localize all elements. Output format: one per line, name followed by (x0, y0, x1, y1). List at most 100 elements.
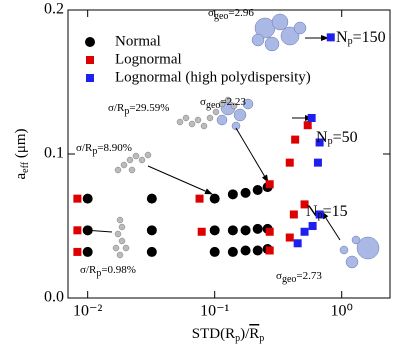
annotation: Np=150 (336, 29, 386, 48)
annotation-part: =2.96 (228, 7, 254, 19)
point (146, 246, 157, 257)
point (313, 158, 322, 167)
point (308, 222, 317, 230)
y-tick-label: 0.2 (44, 1, 64, 18)
point (293, 239, 302, 248)
point (291, 135, 300, 144)
point (265, 180, 274, 189)
point (82, 246, 93, 257)
legend-marker (85, 37, 95, 47)
annotation-part: σ (200, 96, 206, 108)
x-tick-label: 10⁻¹ (200, 303, 229, 320)
point (195, 194, 204, 203)
x-axis-label-part: STD(R (192, 326, 235, 342)
point (307, 114, 316, 122)
annotation-part: p (96, 268, 101, 279)
point (227, 189, 238, 200)
legend-label: Lognormal (115, 51, 182, 67)
y-axis-label-part: eff (20, 161, 31, 173)
y-axis-label-part: a (13, 173, 29, 180)
point (82, 225, 93, 236)
y-axis-label: aeff (μm) (13, 128, 31, 179)
point (265, 246, 274, 255)
annotation-part: =2.73 (296, 270, 322, 282)
y-tick-label: 0.1 (44, 145, 64, 162)
annotation-part: σ/R (108, 102, 125, 114)
point (73, 194, 82, 203)
point (303, 121, 312, 130)
annotation: Np=15 (306, 203, 348, 222)
annotation-part: σ (276, 270, 282, 282)
point (73, 226, 82, 235)
annotation-part: σ (208, 7, 214, 19)
x-tick-label: 10⁻² (73, 303, 102, 320)
legend-marker (86, 56, 94, 64)
point (300, 227, 309, 236)
legend-marker (86, 74, 94, 82)
point (209, 246, 220, 257)
point (209, 225, 220, 236)
point (209, 193, 220, 204)
point (315, 138, 324, 147)
annotation-part: =15 (323, 203, 348, 220)
point (300, 200, 309, 209)
annotation-part: σ/R (76, 142, 93, 154)
point (252, 245, 263, 256)
annotation-part: =29.59% (129, 102, 169, 114)
point (227, 225, 238, 236)
annotation-part: p (318, 210, 323, 221)
annotation-part: p (92, 146, 97, 157)
annotation: Np=50 (316, 129, 358, 148)
annotation-part: N (336, 29, 348, 46)
x-axis-label-part: R (249, 326, 259, 342)
x-axis-label-part: )/ (240, 326, 250, 342)
annotation: σgeo=2.23 (200, 96, 246, 112)
legend-label: Lognormal (high polydispersity) (115, 69, 311, 85)
annotation-part: geo (282, 274, 296, 285)
chain-aggregates (112, 96, 238, 259)
point (240, 225, 251, 236)
x-tick-label: 10⁰ (330, 303, 352, 320)
point (197, 227, 206, 236)
point (146, 193, 157, 204)
point (240, 245, 251, 256)
annotation: σgeo=2.96 (208, 7, 254, 23)
annotation-part: p (328, 136, 333, 147)
annotation: σ/Rp=8.90% (76, 142, 132, 158)
point (240, 187, 251, 198)
annotation-part: σ/R (80, 264, 97, 276)
annotation-part: =50 (333, 129, 358, 146)
annotation: σ/Rp=0.98% (80, 264, 136, 280)
point (146, 225, 157, 236)
point (285, 158, 294, 167)
point (252, 223, 263, 234)
x-axis-label-part: p (235, 333, 240, 344)
annotation: σgeo=2.73 (276, 270, 322, 286)
y-tick-label: 0.0 (44, 289, 64, 306)
annotation-part: N (306, 203, 318, 220)
annotation-part: =0.98% (101, 264, 136, 276)
point (326, 33, 335, 42)
annotation-part: geo (214, 11, 228, 22)
arrows (83, 35, 341, 241)
point (82, 193, 93, 204)
annotation-part: =8.90% (97, 142, 132, 154)
point (315, 210, 324, 219)
annotation: σ/Rp=29.59% (108, 102, 169, 118)
point (227, 246, 238, 257)
x-axis-label: STD(Rp)/Rp (192, 326, 265, 344)
annotation-part: N (316, 129, 328, 146)
point (289, 210, 298, 219)
y-axis-label-part: (μm) (13, 128, 29, 161)
point (252, 185, 263, 195)
aggregates (216, 13, 380, 269)
annotation-part: =2.23 (220, 96, 246, 108)
point (265, 227, 274, 236)
annotation-part: =150 (353, 29, 386, 46)
annotation-part: p (124, 106, 129, 117)
point (73, 247, 82, 256)
x-axis-label-part: p (259, 333, 264, 344)
annotation-part: geo (206, 100, 220, 111)
annotation-part: p (348, 36, 353, 47)
